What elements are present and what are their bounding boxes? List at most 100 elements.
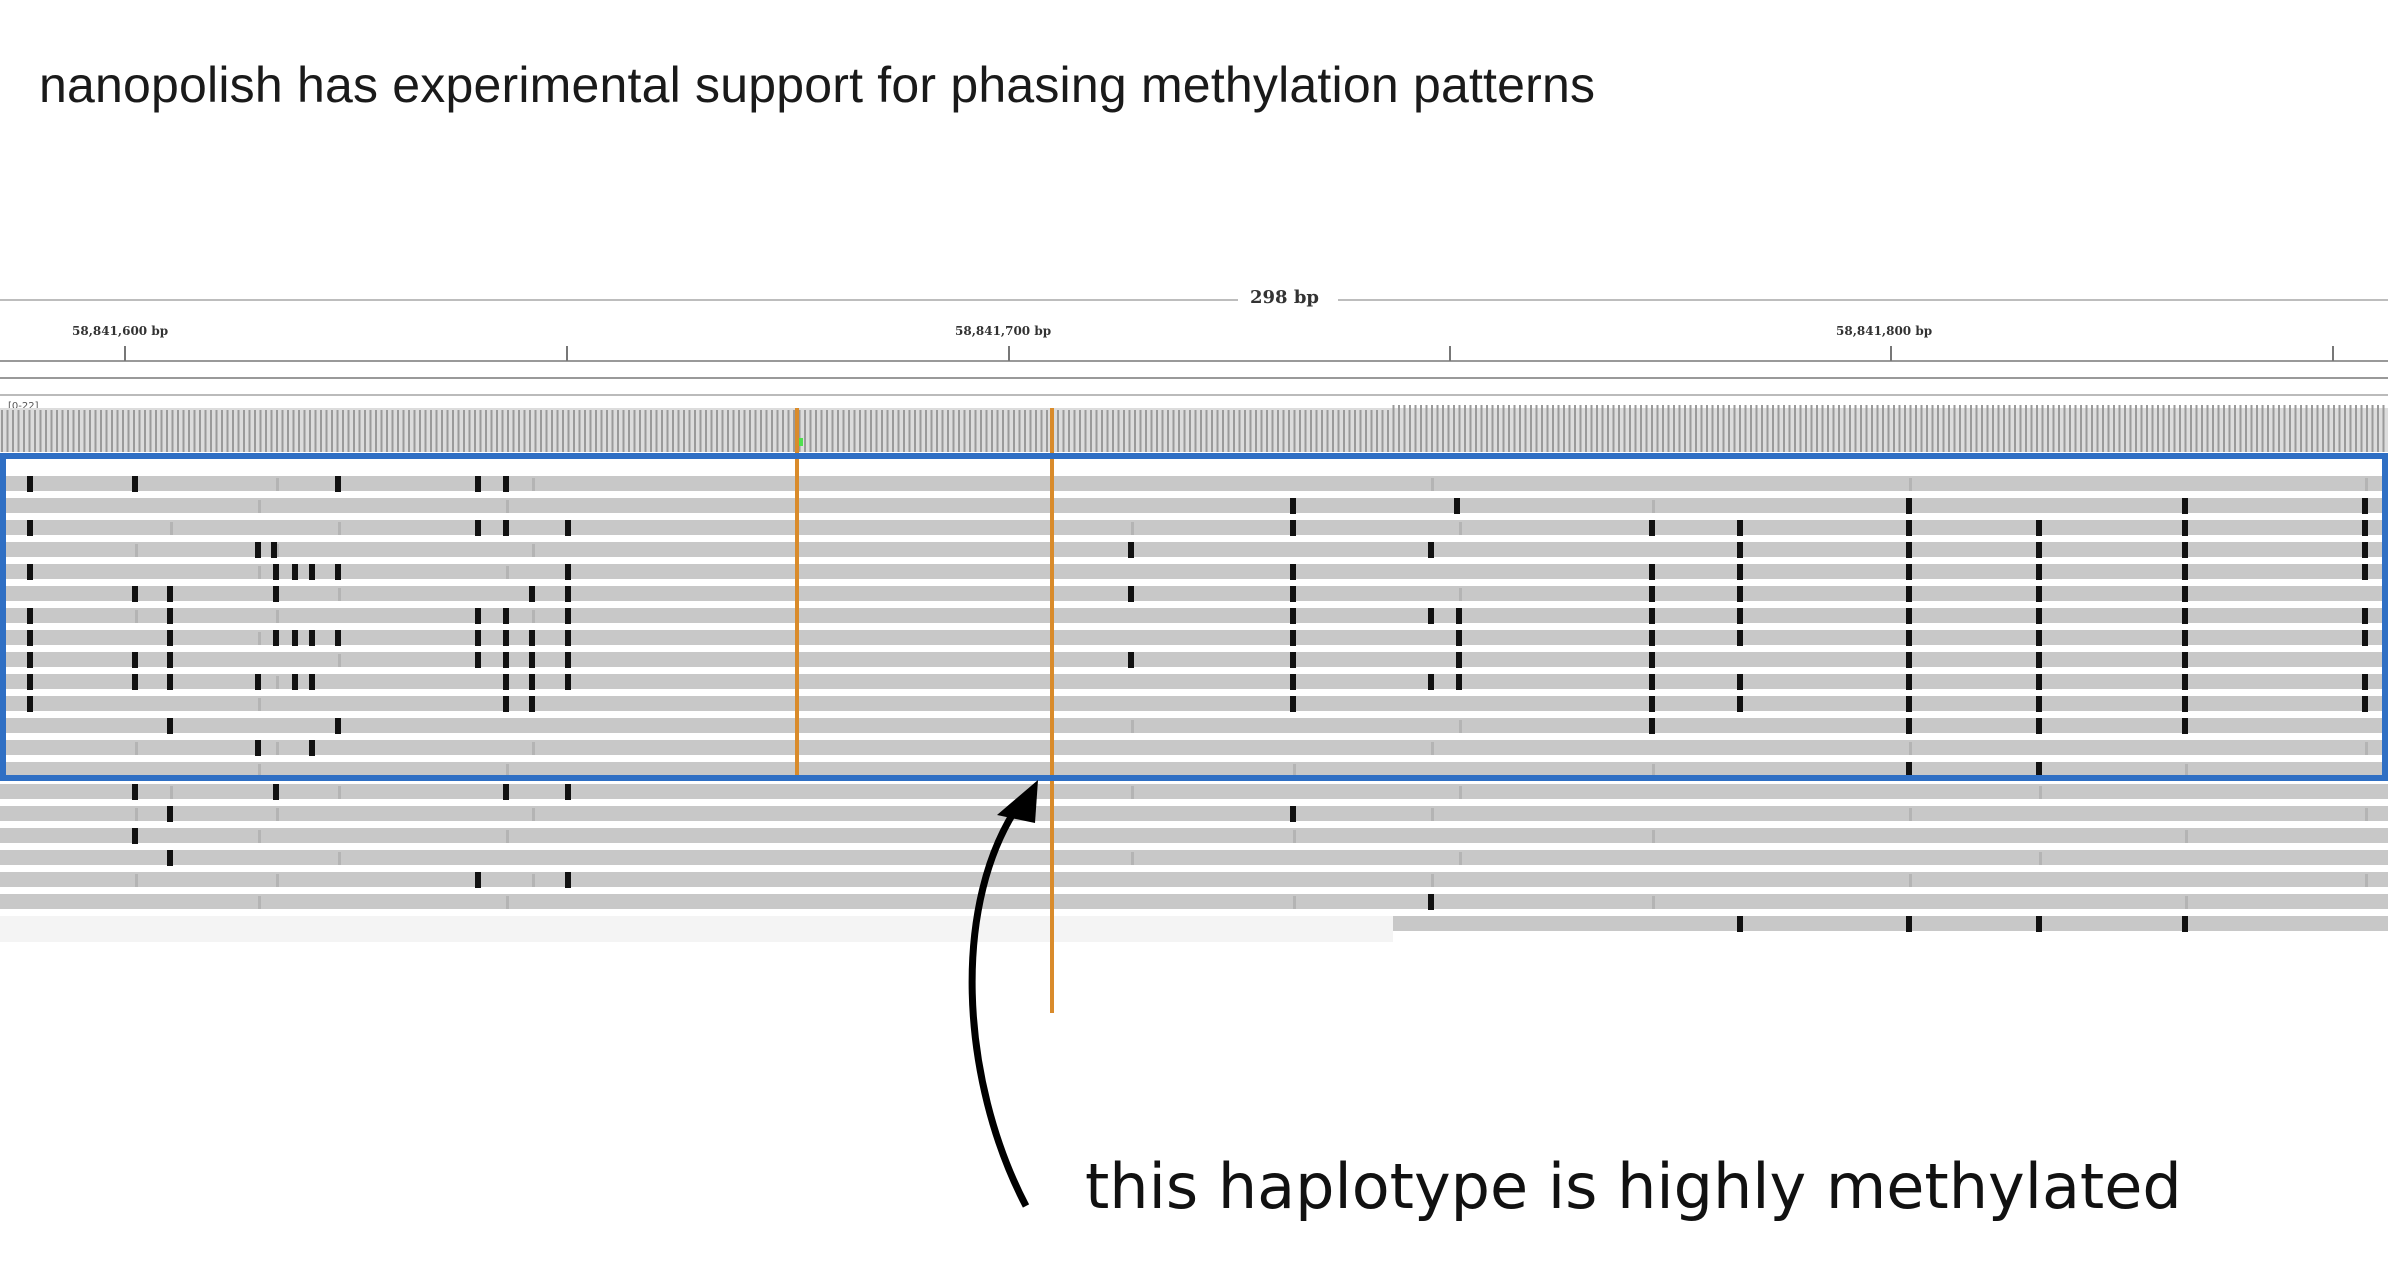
sequencing-read	[0, 740, 2388, 755]
variant-lines	[795, 408, 1054, 1013]
unmethylated-cpg-mark	[258, 566, 261, 579]
methylated-cpg-mark	[335, 630, 341, 646]
methylated-cpg-mark	[2182, 718, 2188, 734]
unmethylated-cpg-mark	[2185, 764, 2188, 777]
unmethylated-cpg-mark	[1431, 808, 1434, 821]
methylated-cpg-mark	[2036, 696, 2042, 712]
methylated-cpg-mark	[2182, 652, 2188, 668]
unmethylated-cpg-mark	[2365, 742, 2368, 755]
ruler-position-label: 58,841,800 bp	[1836, 324, 1933, 338]
methylated-cpg-mark	[1290, 806, 1296, 822]
sequencing-read	[0, 652, 2388, 667]
methylated-cpg-mark	[309, 564, 315, 580]
unmethylated-cpg-mark	[1652, 764, 1655, 777]
methylated-cpg-mark	[503, 784, 509, 800]
methylated-cpg-mark	[503, 696, 509, 712]
sequencing-read	[0, 806, 2388, 821]
unmethylated-cpg-mark	[1459, 522, 1462, 535]
methylated-cpg-mark	[529, 674, 535, 690]
unmethylated-cpg-mark	[170, 522, 173, 535]
unmethylated-cpg-mark	[1459, 852, 1462, 865]
methylated-cpg-mark	[565, 784, 571, 800]
sequencing-read	[0, 542, 2388, 557]
methylated-cpg-mark	[309, 630, 315, 646]
methylated-cpg-mark	[1737, 520, 1743, 536]
methylated-cpg-mark	[2036, 718, 2042, 734]
sequencing-read	[0, 696, 2388, 711]
coverage-background	[0, 408, 2388, 452]
methylated-cpg-mark	[167, 718, 173, 734]
unmethylated-cpg-mark	[2185, 896, 2188, 909]
region-span-label: 298 bp	[1244, 287, 1326, 308]
unmethylated-cpg-mark	[506, 500, 509, 513]
methylated-cpg-mark	[2362, 674, 2368, 690]
unmethylated-cpg-mark	[135, 808, 138, 821]
unmethylated-cpg-mark	[1909, 478, 1912, 491]
methylated-cpg-mark	[132, 586, 138, 602]
methylated-cpg-mark	[1290, 520, 1296, 536]
ruler-position-label: 58,841,600 bp	[72, 324, 169, 338]
unmethylated-cpg-mark	[506, 566, 509, 579]
methylated-cpg-mark	[1290, 564, 1296, 580]
methylated-cpg-mark	[1906, 608, 1912, 624]
methylated-cpg-mark	[132, 784, 138, 800]
methylated-cpg-mark	[2362, 630, 2368, 646]
methylated-cpg-mark	[167, 586, 173, 602]
methylated-cpg-mark	[27, 674, 33, 690]
methylated-cpg-mark	[167, 630, 173, 646]
unmethylated-cpg-mark	[1131, 852, 1134, 865]
methylated-cpg-mark	[565, 674, 571, 690]
methylated-cpg-mark	[1649, 608, 1655, 624]
methylated-cpg-mark	[292, 630, 298, 646]
methylated-cpg-mark	[1649, 718, 1655, 734]
unmethylated-cpg-mark	[258, 698, 261, 711]
methylated-cpg-mark	[1649, 520, 1655, 536]
unmethylated-cpg-mark	[1431, 742, 1434, 755]
sequencing-read	[0, 784, 2388, 799]
unmethylated-cpg-mark	[258, 500, 261, 513]
unmethylated-cpg-mark	[1459, 588, 1462, 601]
methylated-cpg-mark	[2182, 674, 2188, 690]
methylated-cpg-mark	[1906, 652, 1912, 668]
methylated-cpg-mark	[503, 674, 509, 690]
methylated-cpg-mark	[1290, 696, 1296, 712]
unmethylated-cpg-mark	[2365, 478, 2368, 491]
methylated-cpg-mark	[1128, 586, 1134, 602]
methylated-cpg-mark	[565, 608, 571, 624]
unmethylated-cpg-mark	[135, 874, 138, 887]
methylated-cpg-mark	[273, 586, 279, 602]
methylated-cpg-mark	[27, 696, 33, 712]
methylated-cpg-mark	[1428, 608, 1434, 624]
methylated-cpg-mark	[529, 586, 535, 602]
methylated-cpg-mark	[565, 564, 571, 580]
position-ruler	[0, 346, 2388, 396]
methylated-cpg-mark	[292, 674, 298, 690]
track-background	[0, 916, 1393, 942]
methylated-cpg-mark	[2182, 586, 2188, 602]
methylated-cpg-mark	[2362, 542, 2368, 558]
methylated-cpg-mark	[1454, 498, 1460, 514]
methylated-cpg-mark	[1906, 674, 1912, 690]
methylated-cpg-mark	[273, 784, 279, 800]
unmethylated-cpg-mark	[1652, 896, 1655, 909]
methylated-cpg-mark	[1906, 916, 1912, 932]
methylated-cpg-mark	[167, 850, 173, 866]
methylated-cpg-mark	[2036, 916, 2042, 932]
curved-arrow-icon	[997, 780, 1038, 823]
methylated-cpg-mark	[132, 652, 138, 668]
unmethylated-cpg-mark	[1293, 896, 1296, 909]
sequencing-read	[0, 476, 2388, 491]
methylated-cpg-mark	[503, 520, 509, 536]
methylated-cpg-mark	[1290, 498, 1296, 514]
unmethylated-cpg-mark	[338, 588, 341, 601]
methylated-cpg-mark	[2182, 630, 2188, 646]
unmethylated-cpg-mark	[1652, 500, 1655, 513]
unmethylated-cpg-mark	[532, 874, 535, 887]
methylated-cpg-mark	[1290, 630, 1296, 646]
unmethylated-cpg-mark	[506, 896, 509, 909]
sequencing-read	[0, 828, 2388, 843]
methylated-cpg-mark	[27, 520, 33, 536]
unmethylated-cpg-mark	[1459, 720, 1462, 733]
unmethylated-cpg-mark	[506, 764, 509, 777]
